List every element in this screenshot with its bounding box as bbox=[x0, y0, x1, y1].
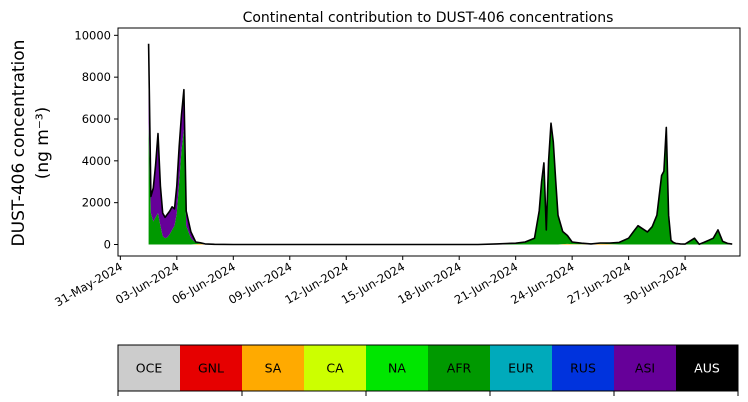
x-tick-label: 03-Jun-2024 bbox=[113, 259, 181, 307]
legend-swatch-sa bbox=[242, 345, 304, 391]
y-axis-label: DUST-406 concentration bbox=[9, 40, 29, 247]
legend-swatch-ca bbox=[304, 345, 366, 391]
legend-swatch-afr bbox=[428, 345, 490, 391]
y-tick-label: 2000 bbox=[82, 196, 111, 210]
legend-label-afr: AFR bbox=[447, 361, 472, 376]
y-tick-label: 8000 bbox=[82, 70, 111, 84]
x-tick-label: 06-Jun-2024 bbox=[169, 259, 237, 307]
x-tick-label: 12-Jun-2024 bbox=[282, 259, 350, 307]
legend-label-sa: SA bbox=[265, 361, 282, 376]
area-asi bbox=[148, 43, 733, 245]
legend-label-gnl: GNL bbox=[198, 361, 224, 376]
plot-frame bbox=[117, 27, 741, 257]
y-tick-label: 4000 bbox=[82, 154, 111, 168]
legend-frame bbox=[117, 344, 739, 392]
legend-label-oce: OCE bbox=[136, 361, 163, 376]
x-tick-label: 09-Jun-2024 bbox=[226, 259, 294, 307]
legend-colorbar: OCE GNL SA CA NA AFR EUR RUS ASI AUS bbox=[117, 344, 739, 396]
y-axis-unit: (ng m⁻³) bbox=[33, 107, 53, 180]
legend-label-ca: CA bbox=[326, 361, 344, 376]
legend-label-rus: RUS bbox=[570, 361, 596, 376]
x-tick-label: 24-Jun-2024 bbox=[508, 259, 576, 307]
legend-swatch-gnl bbox=[180, 345, 242, 391]
legend-swatch-rus bbox=[552, 345, 614, 391]
x-tick-label: 27-Jun-2024 bbox=[565, 259, 633, 307]
x-tick-label: 15-Jun-2024 bbox=[339, 259, 407, 307]
y-tick-label: 6000 bbox=[82, 112, 111, 126]
chart-title: Continental contribution to DUST-406 con… bbox=[243, 10, 614, 26]
legend-swatch-asi bbox=[614, 345, 676, 391]
y-tick-label: 10000 bbox=[74, 28, 111, 42]
y-axis-ticks: 0 2000 4000 6000 8000 10000 bbox=[74, 28, 118, 251]
legend-swatch-na bbox=[366, 345, 428, 391]
y-tick-label: 0 bbox=[104, 237, 111, 251]
legend-label-eur: EUR bbox=[508, 361, 534, 376]
area-afr bbox=[148, 123, 733, 245]
legend-label-aus: AUS bbox=[694, 361, 720, 376]
stacked-areas bbox=[148, 43, 733, 245]
x-tick-label: 21-Jun-2024 bbox=[452, 259, 520, 307]
legend-swatch-oce bbox=[118, 345, 180, 391]
x-axis-ticks: 31-May-202403-Jun-202406-Jun-202409-Jun-… bbox=[52, 256, 690, 309]
legend-swatch-eur bbox=[490, 345, 552, 391]
x-tick-label: 31-May-2024 bbox=[52, 259, 125, 309]
legend-swatch-aus bbox=[676, 345, 738, 391]
legend-label-asi: ASI bbox=[635, 361, 655, 376]
legend-label-na: NA bbox=[388, 361, 406, 376]
x-tick-label: 18-Jun-2024 bbox=[395, 259, 463, 307]
x-tick-label: 30-Jun-2024 bbox=[621, 259, 689, 307]
total-concentration-line bbox=[147, 43, 733, 246]
